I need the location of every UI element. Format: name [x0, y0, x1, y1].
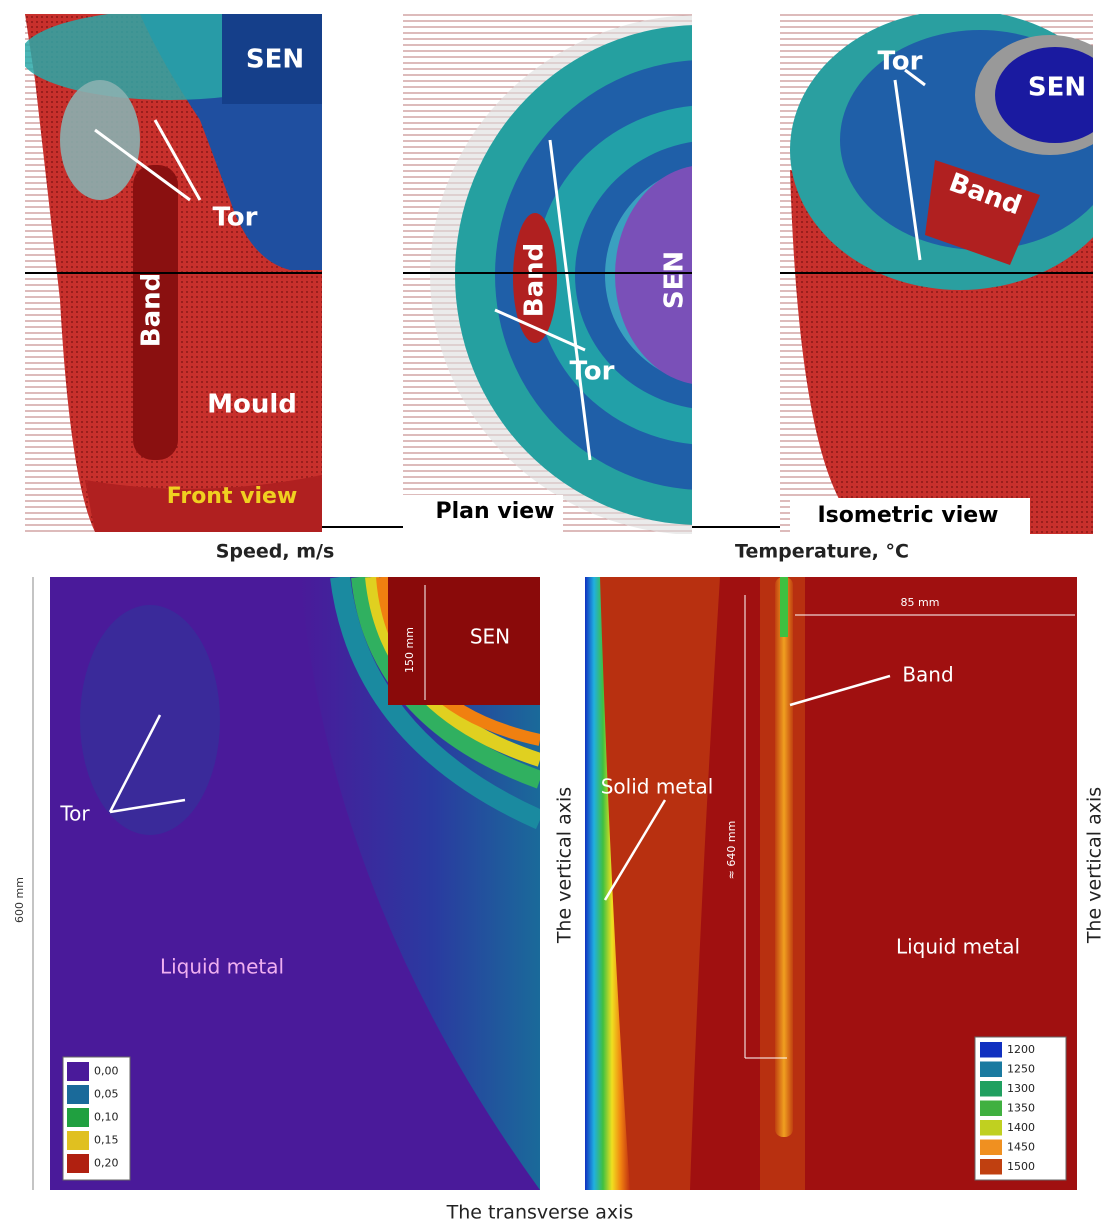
label: SEN [246, 45, 304, 75]
legend-swatch [67, 1062, 89, 1081]
legend-label: 1450 [1007, 1140, 1035, 1153]
dimension: 150 mm [403, 627, 416, 673]
axis-label: The vertical axis [554, 787, 576, 944]
front-view: SEN Tor Band Mould Front view [20, 10, 322, 532]
label: Tor [213, 203, 258, 233]
temperature-plot: Band Solid metal Liquid metal 85 mm ≈ 64… [585, 577, 1077, 1190]
label: Tor [570, 357, 615, 387]
legend-label: 0,10 [94, 1111, 119, 1124]
legend-swatch [67, 1108, 89, 1127]
legend-label: 1250 [1007, 1062, 1035, 1075]
legend-swatch [980, 1159, 1002, 1175]
dimension: 600 mm [13, 877, 26, 923]
legend-label: 0,15 [94, 1134, 119, 1147]
legend-swatch [980, 1101, 1002, 1117]
label: SEN [470, 625, 510, 649]
caption: Front view [167, 484, 298, 509]
legend-label: 1400 [1007, 1121, 1035, 1134]
legend-swatch [980, 1042, 1002, 1058]
label: Tor [878, 47, 923, 77]
label: SEN [660, 251, 690, 309]
label: Tor [59, 802, 90, 826]
legend-swatch [980, 1140, 1002, 1156]
legend-label: 0,20 [94, 1157, 119, 1170]
legend-swatch [67, 1131, 89, 1150]
legend-swatch [67, 1085, 89, 1104]
legend-label: 0,05 [94, 1088, 119, 1101]
legend-swatch [980, 1081, 1002, 1097]
caption: Plan view [436, 499, 555, 524]
label: Solid metal [601, 775, 714, 799]
figure: SEN Tor Band Mould Front view Band SEN T… [0, 0, 1103, 1225]
label: Band [902, 663, 953, 687]
plot-title: Temperature, °C [735, 541, 909, 563]
legend-label: 1350 [1007, 1101, 1035, 1114]
legend-swatch [980, 1062, 1002, 1078]
axis-label: The transverse axis [446, 1202, 634, 1224]
label: Mould [207, 390, 297, 420]
label: SEN [1028, 73, 1086, 103]
legend-label: 1500 [1007, 1160, 1035, 1173]
dimension: ≈ 640 mm [725, 821, 738, 880]
speed-plot: SEN Tor Liquid metal 150 mm 0,00 0,05 0,10… [50, 577, 540, 1190]
legend-label: 0,00 [94, 1065, 119, 1078]
label: Liquid metal [160, 955, 284, 979]
label: Liquid metal [896, 935, 1020, 959]
label: Band [137, 273, 167, 347]
dimension: 85 mm [901, 596, 940, 609]
label: Band [520, 243, 550, 317]
legend-swatch [67, 1154, 89, 1173]
caption: Isometric view [818, 503, 999, 528]
legend-swatch [980, 1120, 1002, 1136]
legend-label: 1200 [1007, 1043, 1035, 1056]
axis-label: The vertical axis [1084, 787, 1103, 944]
legend-label: 1300 [1007, 1082, 1035, 1095]
plot-title: Speed, m/s [216, 541, 335, 563]
